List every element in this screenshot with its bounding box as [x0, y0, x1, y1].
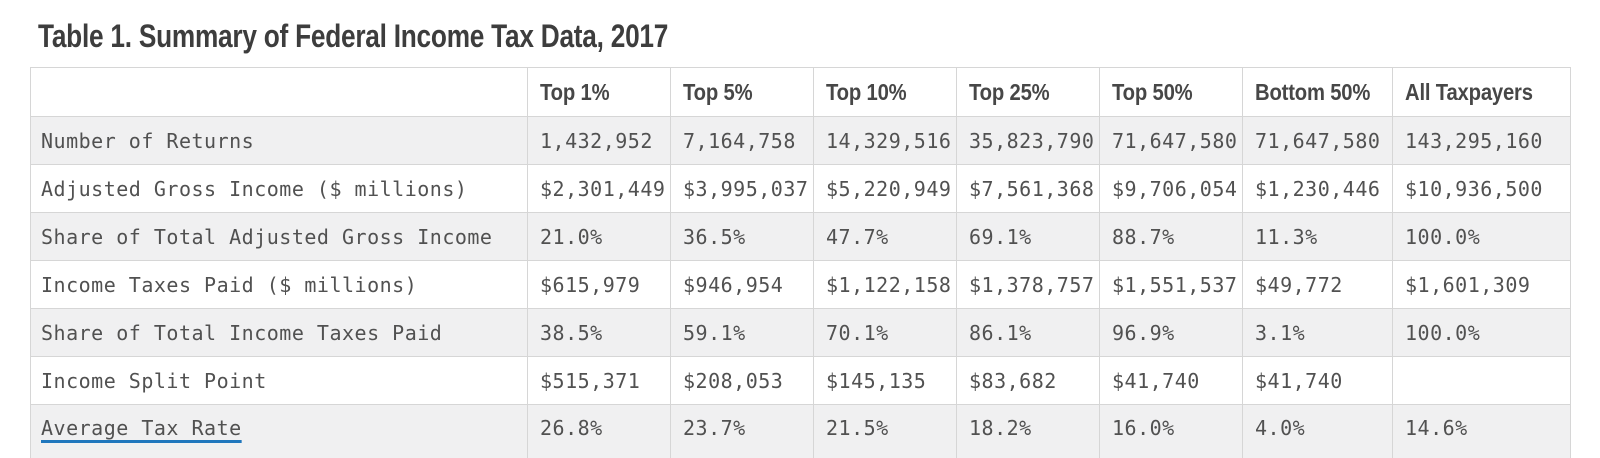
table-cell: 71,647,580 [1242, 116, 1393, 165]
column-header-label: Top 1% [540, 78, 610, 105]
row-label: Average Tax Rate [30, 404, 528, 458]
table-cell: $9,706,054 [1099, 164, 1243, 213]
column-header-label: Top 50% [1112, 78, 1193, 105]
page-title-text: Table 1. Summary of Federal Income Tax D… [38, 18, 669, 54]
column-header-all-taxpayers: All Taxpayers [1392, 67, 1571, 117]
table-row-adjusted-gross-income: Adjusted Gross Income ($ millions) $2,30… [30, 164, 1571, 213]
column-header-label: Top 10% [826, 78, 907, 105]
column-header-top-10: Top 10% [813, 67, 957, 117]
table-cell: 88.7% [1099, 212, 1243, 261]
table-cell: $1,378,757 [956, 260, 1100, 309]
table-cell: $1,601,309 [1392, 260, 1571, 309]
table-cell: 11.3% [1242, 212, 1393, 261]
table-cell: $83,682 [956, 356, 1100, 405]
column-header-top-25: Top 25% [956, 67, 1100, 117]
table-cell: 21.0% [527, 212, 671, 261]
table-cell: 69.1% [956, 212, 1100, 261]
table-cell: 143,295,160 [1392, 116, 1571, 165]
table-cell: $3,995,037 [670, 164, 814, 213]
row-label: Share of Total Income Taxes Paid [30, 308, 528, 357]
table-cell: $5,220,949 [813, 164, 957, 213]
table-cell: $41,740 [1242, 356, 1393, 405]
column-header-top-1: Top 1% [527, 67, 671, 117]
table-cell [1392, 356, 1571, 405]
row-label: Income Split Point [30, 356, 528, 405]
column-header-label: Bottom 50% [1255, 78, 1371, 105]
column-header-label: All Taxpayers [1405, 78, 1533, 105]
row-label: Number of Returns [30, 116, 528, 165]
table-cell: $515,371 [527, 356, 671, 405]
table-cell: 3.1% [1242, 308, 1393, 357]
table-cell: $10,936,500 [1392, 164, 1571, 213]
table-cell: 4.0% [1242, 404, 1393, 458]
row-label: Share of Total Adjusted Gross Income [30, 212, 528, 261]
table-row-income-split-point: Income Split Point $515,371 $208,053 $14… [30, 356, 1571, 405]
table-cell: 71,647,580 [1099, 116, 1243, 165]
column-header-empty [30, 67, 528, 117]
column-header-label: Top 25% [969, 78, 1050, 105]
row-label: Adjusted Gross Income ($ millions) [30, 164, 528, 213]
table-cell: 100.0% [1392, 308, 1571, 357]
table-cell: $49,772 [1242, 260, 1393, 309]
table-cell: $208,053 [670, 356, 814, 405]
table-cell: 47.7% [813, 212, 957, 261]
table-cell: $615,979 [527, 260, 671, 309]
table-cell: 26.8% [527, 404, 671, 458]
table-cell: $7,561,368 [956, 164, 1100, 213]
column-header-bottom-50: Bottom 50% [1242, 67, 1393, 117]
table-row-average-tax-rate: Average Tax Rate 26.8% 23.7% 21.5% 18.2%… [30, 404, 1571, 458]
column-header-top-5: Top 5% [670, 67, 814, 117]
table-cell: 23.7% [670, 404, 814, 458]
table-cell: $145,135 [813, 356, 957, 405]
table-row-share-of-total-income-taxes: Share of Total Income Taxes Paid 38.5% 5… [30, 308, 1571, 357]
page-title: Table 1. Summary of Federal Income Tax D… [38, 18, 806, 55]
federal-income-tax-table: Top 1% Top 5% Top 10% Top 25% Top 50% Bo… [30, 67, 1571, 458]
table-cell: 86.1% [956, 308, 1100, 357]
table-cell: 70.1% [813, 308, 957, 357]
table-cell: 100.0% [1392, 212, 1571, 261]
table-cell: 14,329,516 [813, 116, 957, 165]
average-tax-rate-link[interactable]: Average Tax Rate [41, 416, 242, 440]
table-cell: 7,164,758 [670, 116, 814, 165]
table-cell: $41,740 [1099, 356, 1243, 405]
header-row: Top 1% Top 5% Top 10% Top 25% Top 50% Bo… [30, 67, 1571, 117]
table-cell: 96.9% [1099, 308, 1243, 357]
table-cell: 59.1% [670, 308, 814, 357]
row-label: Income Taxes Paid ($ millions) [30, 260, 528, 309]
column-header-top-50: Top 50% [1099, 67, 1243, 117]
table-cell: $1,551,537 [1099, 260, 1243, 309]
table-row-number-of-returns: Number of Returns 1,432,952 7,164,758 14… [30, 116, 1571, 165]
table-cell: 36.5% [670, 212, 814, 261]
column-header-label: Top 5% [683, 78, 753, 105]
table-cell: $946,954 [670, 260, 814, 309]
table-cell: 38.5% [527, 308, 671, 357]
table-cell: $2,301,449 [527, 164, 671, 213]
table-row-share-of-total-agi: Share of Total Adjusted Gross Income 21.… [30, 212, 1571, 261]
table-cell: 18.2% [956, 404, 1100, 458]
table-cell: 21.5% [813, 404, 957, 458]
table-cell: 14.6% [1392, 404, 1571, 458]
table-cell: 16.0% [1099, 404, 1243, 458]
table-row-income-taxes-paid: Income Taxes Paid ($ millions) $615,979 … [30, 260, 1571, 309]
table-cell: $1,230,446 [1242, 164, 1393, 213]
table-cell: 35,823,790 [956, 116, 1100, 165]
table-cell: 1,432,952 [527, 116, 671, 165]
table-cell: $1,122,158 [813, 260, 957, 309]
